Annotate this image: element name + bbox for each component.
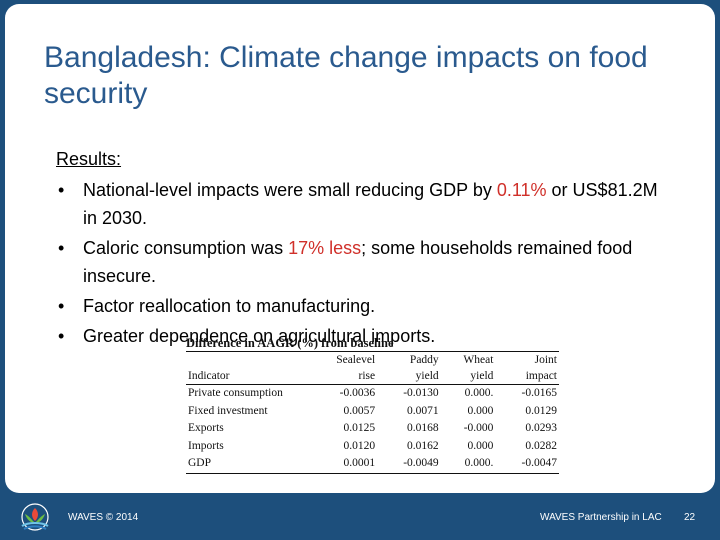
slide-panel (5, 4, 715, 493)
bullet-icon: • (58, 296, 65, 316)
table-cell: 0.0001 (308, 455, 378, 474)
highlight-value: 0.11% (496, 180, 547, 200)
bullet-item: • Caloric consumption was 17% less; some… (56, 234, 676, 290)
bullet-icon: • (58, 238, 65, 258)
table-row: Imports 0.0120 0.0162 0.000 0.0282 (186, 438, 559, 456)
row-label: Exports (188, 422, 224, 434)
waves-logo-icon (21, 503, 49, 531)
slide-title: Bangladesh: Climate change impacts on fo… (44, 41, 648, 110)
table-cell: 0.0282 (525, 439, 557, 452)
table-cell: 0.0162 (407, 439, 439, 452)
table-cell: -0.0047 (495, 455, 559, 474)
bullet-text: National-level impacts were small reduci… (83, 180, 497, 200)
header-cell: Paddy (409, 354, 439, 366)
table-cell: -0.0165 (521, 387, 557, 399)
table-row: Fixed investment 0.0057 0.0071 0.000 0.0… (186, 403, 559, 421)
table-cell: -0.0036 (339, 387, 376, 399)
table-cell: 0.0129 (525, 404, 557, 417)
bullet-icon: • (58, 180, 65, 200)
table-cell: 0.000. (464, 387, 494, 399)
footer-partnership: WAVES Partnership in LAC (540, 512, 662, 523)
results-label: Results: (56, 149, 122, 169)
table-cell: -0.0049 (377, 455, 441, 474)
header-cell: yield (440, 368, 496, 385)
header-cell: Wheat (463, 354, 494, 366)
table-cell: 0.000 (467, 404, 494, 417)
table-cell: 0.0293 (525, 422, 557, 434)
bullet-text-end: ; some households remained food insecure… (83, 238, 633, 286)
table-cell: -0.000 (463, 422, 494, 434)
highlight-value: 17% less (288, 238, 362, 258)
header-cell (186, 352, 308, 368)
row-label: Fixed investment (188, 404, 268, 417)
table-cell: 0.0168 (407, 422, 439, 434)
bullet-item: • Factor reallocation to manufacturing. (56, 292, 676, 320)
table-header-row: Indicator rise yield yield impact (186, 368, 559, 385)
row-label: Imports (188, 439, 224, 452)
table-row: Private consumption -0.0036 -0.0130 0.00… (186, 385, 559, 403)
row-label: GDP (186, 455, 308, 474)
table-cell: -0.0130 (403, 387, 439, 399)
table-cell: 0.0125 (343, 422, 376, 434)
row-label: Private consumption (188, 387, 283, 399)
table-cell: 0.0120 (343, 439, 376, 452)
table-cell: 0.0057 (343, 404, 376, 417)
bullet-item: • National-level impacts were small redu… (56, 176, 676, 232)
table-header-row: Sealevel Paddy Wheat Joint (186, 352, 559, 368)
bullet-icon: • (58, 326, 65, 346)
footer-copyright: WAVES © 2014 (68, 512, 139, 523)
header-cell: Indicator (186, 368, 308, 385)
header-cell: rise (308, 368, 378, 385)
header-cell: Joint (534, 354, 557, 366)
page-number: 22 (684, 512, 696, 523)
bullet-text-end: or US$81.2M in 2030. (83, 180, 658, 228)
aagr-table: Sealevel Paddy Wheat Joint Indicator ris… (186, 352, 559, 474)
table-row: Exports 0.0125 0.0168 -0.000 0.0293 (186, 420, 559, 438)
table-row: GDP 0.0001 -0.0049 0.000. -0.0047 (186, 455, 559, 474)
results-block: Results: • National-level impacts were s… (56, 144, 676, 350)
bullet-text: Factor reallocation to manufacturing. (83, 296, 376, 316)
header-cell: impact (495, 368, 559, 385)
bullet-item: • Greater dependence on agricultural imp… (56, 322, 676, 350)
bullet-text: Greater dependence on agricultural impor… (83, 326, 436, 346)
header-cell: yield (377, 368, 441, 385)
bullet-list: • National-level impacts were small redu… (56, 176, 676, 350)
table-cell: 0.0071 (407, 404, 439, 417)
table-caption: Difference in AAGR (%) from baseline (186, 336, 559, 352)
bullet-text: Caloric consumption was (83, 238, 289, 258)
aagr-table-figure: Difference in AAGR (%) from baseline Sea… (186, 336, 559, 474)
header-cell: Sealevel (336, 354, 376, 366)
table-cell: 0.000. (440, 455, 496, 474)
table-cell: 0.000 (467, 439, 494, 452)
